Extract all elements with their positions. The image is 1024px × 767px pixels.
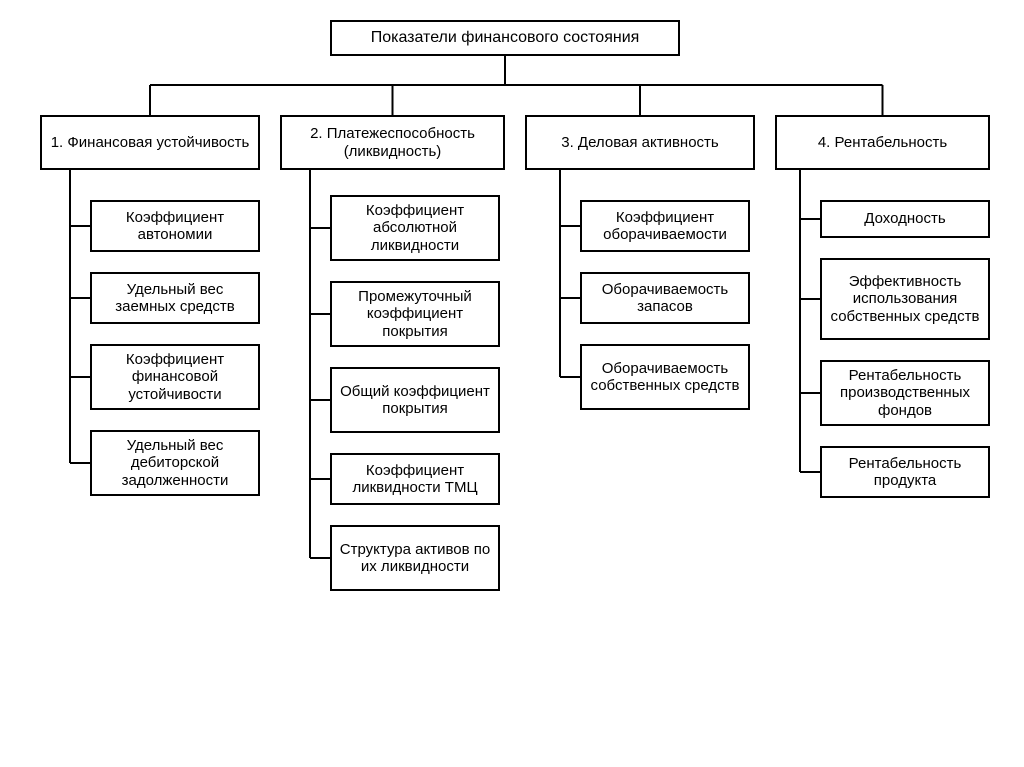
category-label: 2. Платежеспособность (ликвидность) [288, 125, 497, 160]
category-label: 4. Рентабельность [818, 134, 947, 151]
category-label: 1. Финансовая устойчивость [51, 134, 250, 151]
leaf-node: Коэффициент финансовой устойчивости [90, 344, 260, 410]
leaf-node: Общий коэффициент покрытия [330, 367, 500, 433]
category-label: 3. Деловая активность [561, 134, 718, 151]
leaf-label: Коэффициент абсолютной ликвидности [338, 202, 492, 254]
category-node-4: 4. Рентабельность [775, 115, 990, 170]
leaf-label: Рентабельность производственных фондов [828, 367, 982, 419]
leaf-label: Промежуточный коэффициент покрытия [338, 288, 492, 340]
leaf-node: Коэффициент абсолютной ликвидности [330, 195, 500, 261]
root-label: Показатели финансового состояния [371, 29, 640, 47]
leaf-label: Доходность [864, 210, 945, 227]
leaf-label: Коэффициент оборачиваемости [588, 209, 742, 244]
leaf-node: Доходность [820, 200, 990, 238]
leaf-node: Коэффициент автономии [90, 200, 260, 252]
leaf-label: Коэффициент автономии [98, 209, 252, 244]
leaf-label: Удельный вес заемных средств [98, 281, 252, 316]
category-node-2: 2. Платежеспособность (ликвидность) [280, 115, 505, 170]
diagram-canvas: Показатели финансового состояния 1. Фина… [0, 0, 1024, 767]
leaf-label: Оборачиваемость запасов [588, 281, 742, 316]
leaf-node: Удельный вес дебиторской задолженности [90, 430, 260, 496]
leaf-label: Удельный вес дебиторской задолженности [98, 437, 252, 489]
leaf-label: Рентабельность продукта [828, 455, 982, 490]
leaf-label: Структура активов по их ликвидности [338, 541, 492, 576]
leaf-node: Коэффициент оборачиваемости [580, 200, 750, 252]
leaf-node: Рентабельность производственных фондов [820, 360, 990, 426]
leaf-label: Коэффициент ликвидности ТМЦ [338, 462, 492, 497]
root-node: Показатели финансового состояния [330, 20, 680, 56]
category-node-1: 1. Финансовая устойчивость [40, 115, 260, 170]
category-node-3: 3. Деловая активность [525, 115, 755, 170]
leaf-node: Рентабельность продукта [820, 446, 990, 498]
leaf-label: Оборачиваемость собственных средств [588, 360, 742, 395]
leaf-node: Удельный вес заемных средств [90, 272, 260, 324]
leaf-label: Общий коэффициент покрытия [338, 383, 492, 418]
leaf-node: Коэффициент ликвидности ТМЦ [330, 453, 500, 505]
leaf-label: Коэффициент финансовой устойчивости [98, 351, 252, 403]
leaf-node: Эффективность использования собственных … [820, 258, 990, 340]
leaf-node: Промежуточный коэффициент покрытия [330, 281, 500, 347]
leaf-node: Оборачиваемость запасов [580, 272, 750, 324]
leaf-node: Оборачиваемость собственных средств [580, 344, 750, 410]
leaf-node: Структура активов по их ликвидности [330, 525, 500, 591]
leaf-label: Эффективность использования собственных … [828, 273, 982, 325]
